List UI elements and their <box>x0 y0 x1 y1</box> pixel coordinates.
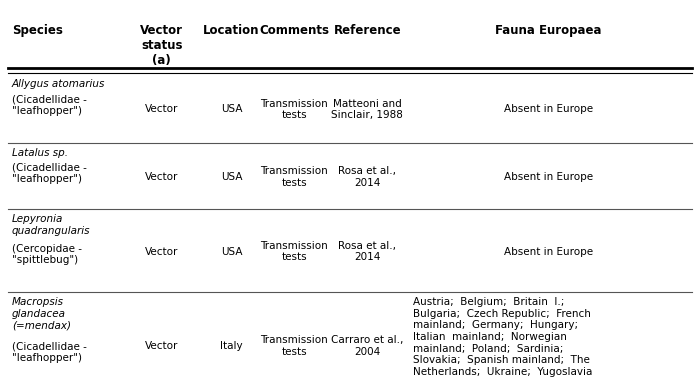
Text: Species: Species <box>12 24 63 37</box>
Text: Fauna Europaea: Fauna Europaea <box>496 24 602 37</box>
Text: Rosa et al.,
2014: Rosa et al., 2014 <box>338 166 396 188</box>
Text: Austria;  Belgium;  Britain  I.;
Bulgaria;  Czech Republic;  French
mainland;  G: Austria; Belgium; Britain I.; Bulgaria; … <box>413 297 592 377</box>
Text: Location: Location <box>203 24 260 37</box>
Text: Vector: Vector <box>145 104 178 114</box>
Text: Latalus sp.: Latalus sp. <box>12 148 68 158</box>
Text: Absent in Europe: Absent in Europe <box>504 172 594 182</box>
Text: Carraro et al.,
2004: Carraro et al., 2004 <box>331 335 404 357</box>
Text: Rosa et al.,
2014: Rosa et al., 2014 <box>338 241 396 263</box>
Text: Allygus atomarius: Allygus atomarius <box>12 79 105 90</box>
Text: Transmission
tests: Transmission tests <box>260 241 328 263</box>
Text: Transmission
tests: Transmission tests <box>260 99 328 120</box>
Text: Vector: Vector <box>145 247 178 257</box>
Text: Lepyronia
quadrangularis: Lepyronia quadrangularis <box>12 214 90 236</box>
Text: USA: USA <box>220 104 242 114</box>
Text: Transmission
tests: Transmission tests <box>260 166 328 188</box>
Text: USA: USA <box>220 172 242 182</box>
Text: Italy: Italy <box>220 341 243 351</box>
Text: (Cicadellidae -
"leafhopper"): (Cicadellidae - "leafhopper") <box>12 341 87 363</box>
Text: Vector: Vector <box>145 341 178 351</box>
Text: Macropsis
glandacea
(=mendax): Macropsis glandacea (=mendax) <box>12 297 71 330</box>
Text: Comments: Comments <box>259 24 329 37</box>
Text: Matteoni and
Sinclair, 1988: Matteoni and Sinclair, 1988 <box>332 99 403 120</box>
Text: USA: USA <box>220 247 242 257</box>
Text: (Cicadellidae -
"leafhopper"): (Cicadellidae - "leafhopper") <box>12 162 87 184</box>
Text: Vector: Vector <box>145 172 178 182</box>
Text: Reference: Reference <box>334 24 401 37</box>
Text: Absent in Europe: Absent in Europe <box>504 104 594 114</box>
Text: (Cicadellidae -
"leafhopper"): (Cicadellidae - "leafhopper") <box>12 94 87 115</box>
Text: Transmission
tests: Transmission tests <box>260 335 328 357</box>
Text: Vector
status
(a): Vector status (a) <box>140 24 183 67</box>
Text: Absent in Europe: Absent in Europe <box>504 247 594 257</box>
Text: (Cercopidae -
"spittlebug"): (Cercopidae - "spittlebug") <box>12 243 82 265</box>
